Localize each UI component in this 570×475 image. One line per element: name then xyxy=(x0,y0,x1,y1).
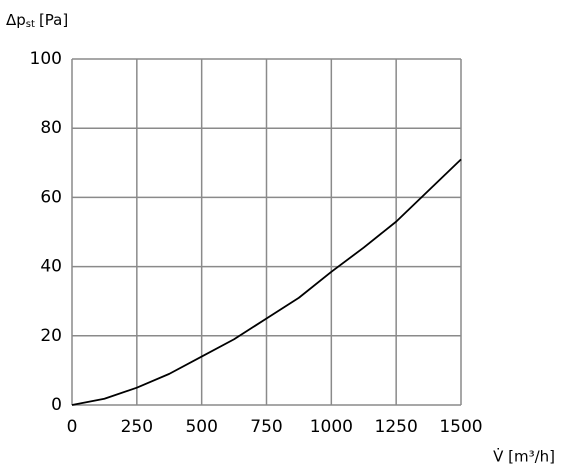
y-tick-label: 20 xyxy=(40,326,62,346)
x-tick-label: 1500 xyxy=(439,417,482,437)
y-label-unit: [Pa] xyxy=(39,11,68,29)
x-tick-label: 0 xyxy=(67,417,78,437)
y-tick-label: 100 xyxy=(30,49,62,69)
x-tick-label: 1250 xyxy=(375,417,418,437)
y-tick-label: 60 xyxy=(40,187,62,207)
x-tick-label: 750 xyxy=(250,417,282,437)
y-tick-label: 0 xyxy=(51,395,62,415)
curve xyxy=(71,158,462,406)
y-tick-label: 80 xyxy=(40,118,62,138)
x-tick-label: 1000 xyxy=(310,417,353,437)
x-tick-label: 500 xyxy=(185,417,217,437)
y-tick-label: 40 xyxy=(40,257,62,277)
y-axis-label: Δpst [Pa] xyxy=(6,11,68,31)
x-axis-label: V̇ [m³/h] xyxy=(493,447,555,466)
y-label-subscript: st xyxy=(26,19,35,30)
x-tick-label: 250 xyxy=(121,417,153,437)
y-label-symbol: Δp xyxy=(6,11,26,29)
